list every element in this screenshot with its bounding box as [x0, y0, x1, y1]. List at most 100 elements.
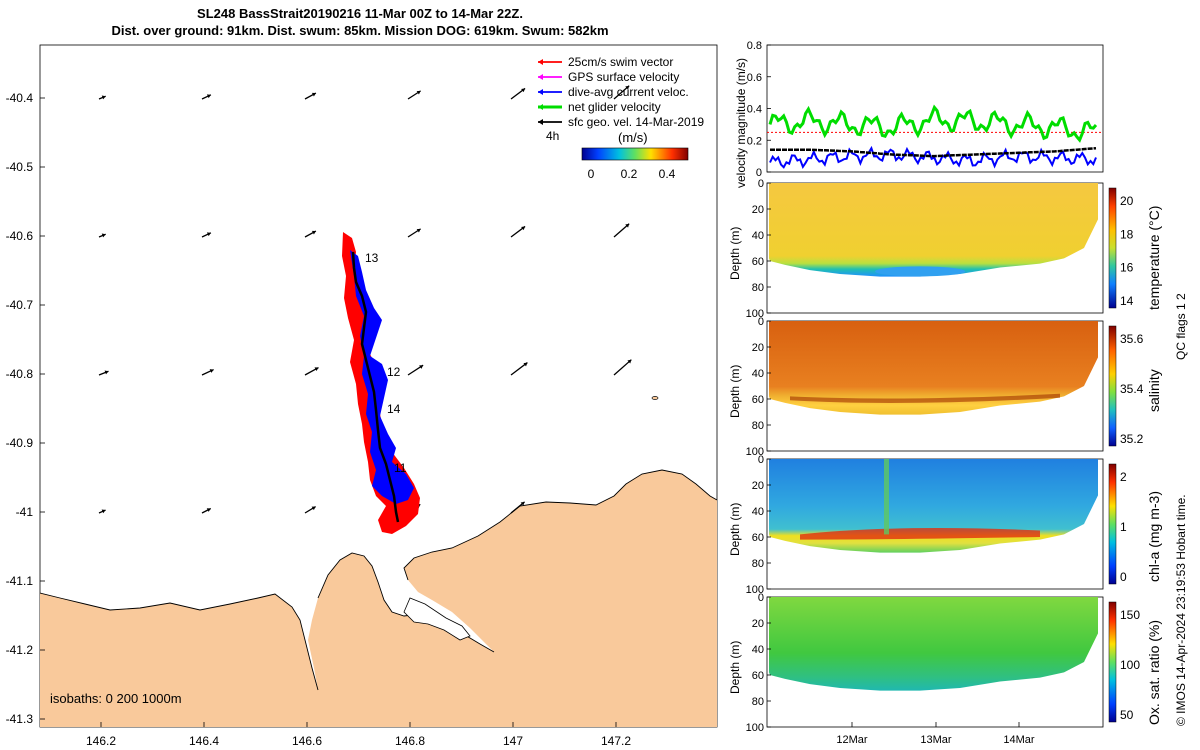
- colorbar-unit-label: (m/s): [618, 130, 648, 145]
- geo-velocity-arrow: [613, 85, 630, 100]
- geo-velocity-arrow: [510, 501, 525, 514]
- depth-tick-label: 40: [752, 506, 764, 518]
- chl-colorbar-label: chl-a (mg m-3): [1146, 490, 1162, 582]
- depth-tick-label: 40: [752, 368, 764, 380]
- geo-velocity-arrow: [613, 359, 632, 376]
- legend-entry: dive-avg current veloc.: [538, 85, 689, 99]
- isobaths-label: isobaths: 0 200 1000m: [50, 691, 182, 706]
- glider-path: [351, 251, 400, 523]
- cold-bottom-water: [875, 266, 965, 277]
- salinity-depth-label: Depth (m): [728, 364, 742, 418]
- section-colorbar: [1108, 601, 1117, 723]
- geo-velocity-arrow: [510, 225, 526, 238]
- colorbar-tick-label: 2: [1120, 470, 1127, 484]
- velocity-tick-label: 0.8: [747, 40, 762, 52]
- depth-tick-label: 60: [752, 256, 764, 268]
- time-step-label: 4h: [546, 129, 559, 143]
- geo-velocity-arrow: [407, 228, 421, 238]
- legend-label: 25cm/s swim vector: [568, 55, 673, 69]
- longitude-axis: 146.2 146.4 146.6 146.8 147 147.2: [86, 722, 631, 748]
- geo-velocity-arrow: [98, 233, 106, 238]
- depth-tick-label: 60: [752, 394, 764, 406]
- lat-tick-label: -40.9: [6, 436, 34, 450]
- lat-tick-label: -41: [16, 505, 34, 519]
- surface-geo-velocity-line: [770, 146, 1097, 158]
- velocity-ylabel: velocity magnitude (m/s): [734, 57, 748, 188]
- lon-tick-label: 147: [503, 734, 523, 748]
- time-tick-label: 12Mar: [836, 734, 868, 746]
- section-panels: 0204060801002018161402040608010035.635.4…: [746, 178, 1144, 734]
- colorbar-tick-label: 35.4: [1120, 382, 1144, 396]
- section-colorbar: [1108, 463, 1117, 585]
- velocity-tick-label: 0.4: [747, 104, 762, 116]
- depth-tick-label: 0: [758, 592, 764, 604]
- section-field: [769, 183, 1098, 277]
- chl-depth-label: Depth (m): [728, 502, 742, 556]
- track-label-14: 14: [387, 402, 401, 416]
- chl-vertical-streak: [884, 459, 889, 535]
- section-panel: 0 20 40 60 80 100 150 100 50: [746, 592, 1141, 734]
- geo-velocity-arrow: [304, 506, 316, 514]
- temperature-depth-label: Depth (m): [728, 226, 742, 280]
- speed-colorbar-ticks: 0 0.2 0.4: [588, 167, 676, 181]
- depth-tick-label: 60: [752, 532, 764, 544]
- depth-tick-label: 40: [752, 644, 764, 656]
- depth-tick-label: 20: [752, 342, 764, 354]
- time-tick-label: 14Mar: [1003, 734, 1035, 746]
- island: [651, 396, 659, 400]
- qc-flags-label: QC flags 1 2: [1174, 293, 1188, 360]
- geo-velocity-arrow: [510, 362, 528, 376]
- geo-velocity-arrow: [304, 366, 319, 376]
- depth-tick-label: 0: [758, 316, 764, 328]
- track-label-12: 12: [387, 365, 401, 379]
- section-field: [769, 597, 1098, 691]
- geo-velocity-arrow: [613, 223, 630, 238]
- geo-velocity-arrow: [201, 94, 212, 100]
- lon-tick-label: 146.2: [86, 734, 116, 748]
- legend-entry: GPS surface velocity: [538, 70, 679, 84]
- speed-colorbar-tick: 0.2: [621, 167, 638, 181]
- lon-tick-label: 146.4: [189, 734, 219, 748]
- estuary: [403, 597, 471, 641]
- depth-tick-label: 20: [752, 480, 764, 492]
- depth-tick-label: 60: [752, 670, 764, 682]
- section-panel: 0 20 40 60 80 100 2 1 0: [746, 454, 1127, 596]
- depth-tick-label: 100: [746, 584, 764, 596]
- section-panel: 0 20 40 60 80 100 35.6 35.4 35.2: [746, 316, 1144, 458]
- geo-velocity-arrow: [304, 230, 317, 238]
- lat-tick-label: -40.4: [6, 91, 34, 105]
- lon-tick-label: 146.8: [395, 734, 425, 748]
- depth-tick-label: 100: [746, 722, 764, 734]
- land-area: [40, 470, 717, 727]
- lat-tick-label: -41.3: [6, 712, 34, 726]
- section-panel: 0 20 40 60 80 100 20 18 16 14: [746, 178, 1134, 320]
- depth-tick-label: 80: [752, 420, 764, 432]
- lat-tick-label: -41.2: [6, 643, 34, 657]
- lon-tick-label: 146.6: [292, 734, 322, 748]
- map-panel: 13 12 14 11 isobaths: 0 200 1000m -40.4-…: [6, 44, 718, 748]
- speed-colorbar: [581, 147, 689, 161]
- depth-tick-label: 0: [758, 454, 764, 466]
- velocity-panel: 0 0.2 0.4 0.6 0.8: [747, 40, 1104, 179]
- section-field: [769, 459, 1098, 553]
- geo-velocity-arrow: [304, 92, 317, 100]
- depth-tick-label: 80: [752, 696, 764, 708]
- velocity-tick-label: 0.2: [747, 135, 762, 147]
- latitude-axis: -40.4 -40.5 -40.6 -40.7 -40.8 -40.9 -41 -41.1 -4…: [6, 91, 45, 726]
- colorbar-tick-label: 20: [1120, 194, 1134, 208]
- temperature-colorbar-label: temperature (°C): [1146, 205, 1162, 310]
- depth-tick-label: 40: [752, 230, 764, 242]
- geo-velocity-arrow: [510, 87, 526, 100]
- salinity-colorbar-label: salinity: [1146, 369, 1162, 412]
- lat-tick-label: -40.5: [6, 160, 34, 174]
- geo-velocity-arrow: [201, 232, 212, 238]
- legend-label: dive-avg current veloc.: [568, 85, 689, 99]
- depth-tick-label: 80: [752, 282, 764, 294]
- geo-velocity-arrow: [407, 364, 424, 376]
- colorbar-tick-label: 14: [1120, 294, 1134, 308]
- colorbar-tick-label: 150: [1120, 608, 1140, 622]
- colorbar-tick-label: 35.2: [1120, 432, 1144, 446]
- legend-entry: 25cm/s swim vector: [538, 55, 673, 69]
